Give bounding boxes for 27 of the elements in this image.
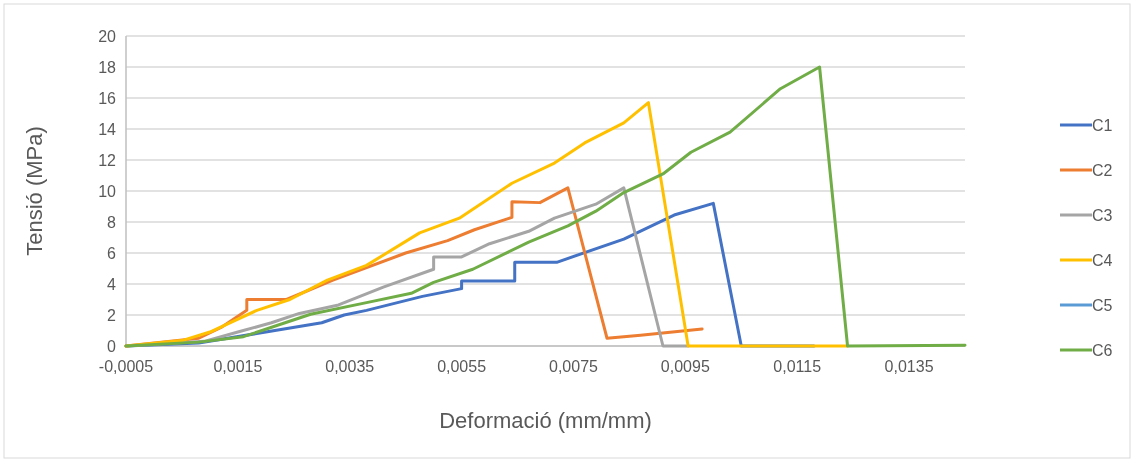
y-tick-label: 16 (98, 89, 117, 107)
x-tick-label: 0,0135 (884, 358, 934, 375)
x-tick-label: 0,0095 (660, 358, 710, 375)
y-tick-label: 8 (107, 213, 117, 231)
y-tick-label: 10 (98, 182, 117, 200)
y-tick-label: 0 (107, 337, 117, 355)
legend-label: C3 (1092, 206, 1113, 224)
x-tick-label: 0,0015 (213, 358, 263, 375)
legend-label: C2 (1092, 161, 1113, 179)
y-tick-label: 14 (98, 120, 117, 138)
y-axis-title: Tensió (MPa) (22, 126, 47, 256)
x-tick-label: 0,0035 (325, 358, 375, 375)
y-tick-label: 18 (98, 58, 117, 76)
legend-label: C4 (1092, 251, 1113, 269)
x-tick-label: -0,0005 (98, 358, 154, 375)
y-tick-label: 2 (107, 306, 117, 324)
y-tick-label: 20 (98, 27, 117, 45)
y-tick-label: 4 (107, 275, 117, 293)
y-tick-label: 12 (98, 151, 117, 169)
legend-label: C1 (1092, 116, 1113, 134)
legend-label: C6 (1092, 341, 1113, 359)
legend-label: C5 (1092, 296, 1113, 314)
x-tick-label: 0,0115 (773, 358, 822, 375)
x-tick-label: 0,0075 (549, 358, 599, 375)
x-tick-label: 0,0055 (437, 358, 487, 375)
y-tick-label: 6 (107, 244, 117, 262)
x-axis-title: Deformació (mm/mm) (439, 408, 652, 433)
